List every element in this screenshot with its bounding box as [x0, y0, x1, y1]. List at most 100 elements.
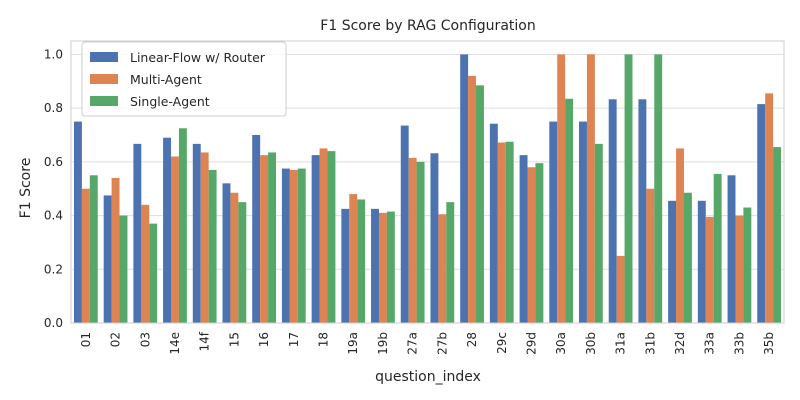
bar [319, 148, 328, 323]
bar [200, 152, 209, 323]
legend-label: Single-Agent [130, 94, 210, 109]
bar [281, 168, 290, 323]
legend-box [81, 41, 287, 117]
bar [646, 188, 655, 323]
x-tick-label: 35b [762, 332, 776, 355]
x-tick-label: 17 [287, 332, 301, 347]
bar [743, 207, 752, 323]
bar [557, 54, 566, 324]
bar [468, 75, 477, 324]
bar [230, 192, 239, 323]
bar [327, 151, 336, 323]
bar [252, 135, 261, 323]
bar [713, 173, 722, 323]
x-tick-label: 27b [435, 332, 449, 355]
bar [519, 155, 528, 323]
y-axis-label: F1 Score [18, 158, 34, 219]
bar [638, 99, 647, 323]
bar [586, 54, 595, 324]
bar [438, 214, 447, 323]
bar [400, 125, 409, 323]
bar [727, 175, 736, 323]
x-tick-label: 31a [614, 332, 628, 355]
bar [311, 155, 320, 323]
bar [773, 147, 782, 323]
x-axis-label: question_index [375, 369, 481, 385]
bar [489, 123, 498, 323]
bar [735, 215, 744, 323]
x-tick-label: 14e [168, 332, 182, 355]
bar [565, 98, 574, 323]
y-tick-label: 0.8 [44, 101, 63, 115]
bar [416, 161, 425, 323]
plot-frame [70, 40, 785, 324]
x-tick-label: 32d [673, 332, 687, 355]
bar [668, 200, 677, 323]
bar [505, 141, 514, 323]
bar [476, 85, 484, 323]
x-tick-label: 16 [257, 332, 271, 347]
bar [349, 194, 358, 323]
x-tick-label: 33b [732, 332, 746, 355]
x-tick-label: 28 [465, 332, 479, 347]
bar [594, 143, 603, 323]
bar [222, 183, 231, 323]
bar [297, 168, 306, 323]
bar [357, 199, 366, 323]
y-tick-label: 1.0 [44, 47, 63, 61]
bar [535, 163, 544, 323]
bar [446, 202, 455, 323]
bar [260, 155, 269, 323]
bar [624, 54, 633, 324]
x-tick-label: 33a [703, 332, 717, 355]
bar [73, 121, 82, 323]
bar [89, 175, 98, 323]
x-tick-label: 01 [79, 332, 93, 347]
legend-swatch [90, 52, 118, 62]
y-tick-label: 0.4 [44, 209, 63, 223]
bar [430, 153, 439, 323]
x-tick-label: 29d [524, 332, 538, 355]
bar [111, 177, 120, 323]
bar [705, 216, 714, 323]
x-tick-label: 29c [495, 332, 509, 354]
bar [654, 54, 663, 324]
x-tick-label: 31b [643, 332, 657, 355]
bar [616, 255, 625, 323]
legend-swatch [90, 74, 118, 84]
y-tick-labels: 0.0 0.2 0.4 0.6 0.8 1.0 [44, 47, 63, 330]
bar [163, 137, 172, 323]
bar [408, 157, 417, 323]
x-tick-label: 19b [376, 332, 390, 355]
legend-label: Linear-Flow w/ Router [130, 50, 266, 65]
bar [149, 223, 158, 323]
legend: Linear-Flow w/ Router Multi-Agent Single-A… [81, 41, 287, 117]
y-tick-label: 0.0 [44, 316, 63, 330]
x-tick-label: 02 [109, 332, 123, 347]
bar [208, 169, 217, 323]
bar [378, 212, 387, 323]
bar [579, 121, 587, 323]
chart-title: F1 Score by RAG Configuration [320, 18, 535, 34]
bar [119, 215, 128, 323]
x-tick-label: 15 [227, 332, 241, 347]
bar [81, 188, 90, 323]
x-tick-label: 19a [346, 332, 360, 355]
bar [697, 200, 706, 323]
bar [676, 148, 684, 323]
legend-label: Multi-Agent [130, 72, 202, 87]
legend-swatch [90, 96, 118, 106]
bar [683, 192, 692, 323]
bar [178, 128, 187, 323]
bar [549, 121, 558, 323]
bar [133, 143, 142, 323]
x-tick-label: 18 [317, 332, 331, 347]
bar [371, 208, 379, 323]
bars [73, 54, 782, 324]
bar [289, 169, 298, 323]
bar [608, 99, 617, 323]
x-tick-label: 30b [584, 332, 598, 355]
bar [765, 93, 774, 323]
bar [757, 104, 766, 323]
